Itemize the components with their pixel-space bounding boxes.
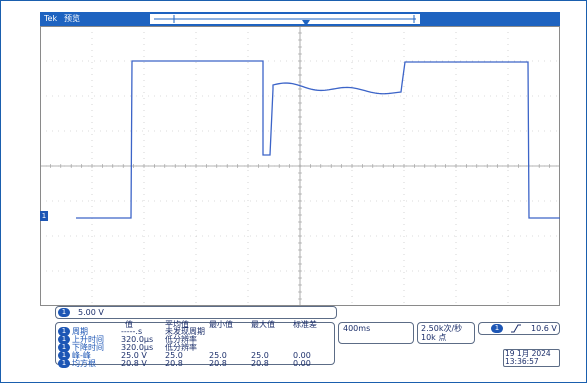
measurement-value: -----.s [121,327,143,336]
channel-badge: 1 [58,335,70,344]
measurement-row-rms[interactable]: 1 均方根 20.8 V 20.8 20.8 20.8 0.00 [56,359,334,368]
measurement-min: 25.0 [209,351,227,360]
measurement-max: 25.0 [251,351,269,360]
header-mean: 平均值 [165,320,189,329]
measurement-mean: 低分辨率 [165,335,197,344]
measurement-row-period[interactable]: 1 周期 -----.s 未发现周期 [56,327,334,336]
top-status-bar: Tek 预览 [40,12,560,26]
measurement-row-rise-time[interactable]: 1 上升时间 320.0μs 低分辨率 [56,335,334,344]
acquisition-mode-label: 预览 [64,14,80,23]
measurement-mean: 低分辨率 [165,343,197,352]
channel-badge: 1 [58,343,70,352]
trigger-box[interactable]: 1 10.6 V [478,322,560,335]
date-label: 19 1月 2024 [505,349,551,358]
measurement-value: 320.0μs [121,343,154,352]
record-length: 10k 点 [421,333,447,342]
header-max: 最大值 [251,320,275,329]
channel-ground-marker[interactable]: 1 [40,211,48,221]
measurement-std: 0.00 [293,351,311,360]
trigger-level: 10.6 V [531,324,557,333]
channel-badge: 1 [58,351,70,360]
measurement-row-peak-to-peak[interactable]: 1 峰-峰 25.0 V 25.0 25.0 25.0 0.00 [56,351,334,360]
channel-badge: 1 [58,359,70,368]
sample-rate: 2.50k次/秒 [421,324,463,333]
measurement-value: 25.0 V [121,351,147,360]
measurement-min: 20.8 [209,359,227,368]
measurement-name: 下降时间 [72,343,104,352]
datetime-box: 19 1月 2024 13:36:57 [503,349,560,367]
trigger-position-icon [302,20,310,26]
status-panel: 1 5.00 V 值 平均值 最小值 最大值 标准差 1 周期 -----.s … [40,306,560,368]
channel-badge: 1 [58,327,70,336]
measurement-row-fall-time[interactable]: 1 下降时间 320.0μs 低分辨率 [56,343,334,352]
measurement-mean: 20.8 [165,359,183,368]
channel-scale-box[interactable]: 1 5.00 V [55,306,337,319]
tek-logo: Tek [44,14,58,23]
measurement-name: 周期 [72,327,88,336]
timebase-box[interactable]: 400ms [338,322,414,344]
oscilloscope-screen: Tek 预览 1 5.00 V 值 平均值 最小值 最大值 标准差 1 [40,12,560,368]
header-value: 值 [125,320,133,329]
measurement-mean: 未发现周期 [165,327,205,336]
measurement-name: 上升时间 [72,335,104,344]
graticule-border [40,26,560,306]
measurement-mean: 25.0 [165,351,183,360]
measurement-name: 均方根 [72,359,96,368]
measurement-value: 320.0μs [121,335,154,344]
rising-edge-icon [511,324,521,333]
measurement-std: 0.00 [293,359,311,368]
trigger-channel-badge: 1 [491,324,503,333]
measurement-table: 值 平均值 最小值 最大值 标准差 1 周期 -----.s 未发现周期 1 上… [55,320,335,368]
timebase-scale: 400ms [343,324,371,333]
header-min: 最小值 [209,320,233,329]
header-std: 标准差 [293,320,317,329]
waveform-graticule [40,26,560,306]
channel-badge: 1 [58,308,70,317]
measurement-name: 峰-峰 [72,351,91,360]
channel-1-waveform [76,60,560,219]
measurement-value: 20.8 V [121,359,147,368]
acquisition-box[interactable]: 2.50k次/秒 10k 点 [417,322,475,344]
channel-scale-value: 5.00 V [78,308,104,317]
measurement-max: 20.8 [251,359,269,368]
record-view-indicator [150,14,420,24]
time-label: 13:36:57 [505,357,539,366]
